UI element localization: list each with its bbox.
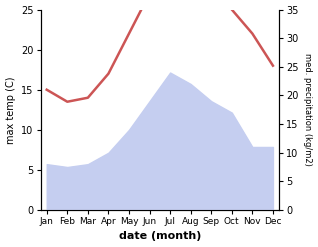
Y-axis label: max temp (C): max temp (C) bbox=[5, 76, 16, 144]
Y-axis label: med. precipitation (kg/m2): med. precipitation (kg/m2) bbox=[303, 53, 313, 166]
X-axis label: date (month): date (month) bbox=[119, 231, 201, 242]
